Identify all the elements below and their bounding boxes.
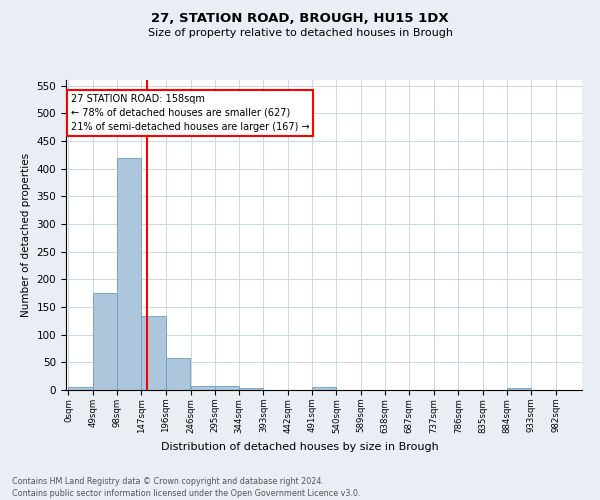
Bar [68,387,93,390]
Text: Contains HM Land Registry data © Crown copyright and database right 2024.: Contains HM Land Registry data © Crown c… [12,478,324,486]
Bar [117,158,142,390]
Bar [312,387,337,390]
Text: Size of property relative to detached houses in Brough: Size of property relative to detached ho… [148,28,452,38]
Bar [166,358,190,390]
Bar [215,386,239,390]
Text: 27 STATION ROAD: 158sqm
← 78% of detached houses are smaller (627)
21% of semi-d: 27 STATION ROAD: 158sqm ← 78% of detache… [71,94,310,132]
Y-axis label: Number of detached properties: Number of detached properties [21,153,31,317]
Bar [239,388,263,390]
Bar [93,293,117,390]
Text: Distribution of detached houses by size in Brough: Distribution of detached houses by size … [161,442,439,452]
Text: Contains public sector information licensed under the Open Government Licence v3: Contains public sector information licen… [12,489,361,498]
Text: 27, STATION ROAD, BROUGH, HU15 1DX: 27, STATION ROAD, BROUGH, HU15 1DX [151,12,449,26]
Bar [191,386,215,390]
Bar [142,316,166,390]
Bar [507,388,532,390]
